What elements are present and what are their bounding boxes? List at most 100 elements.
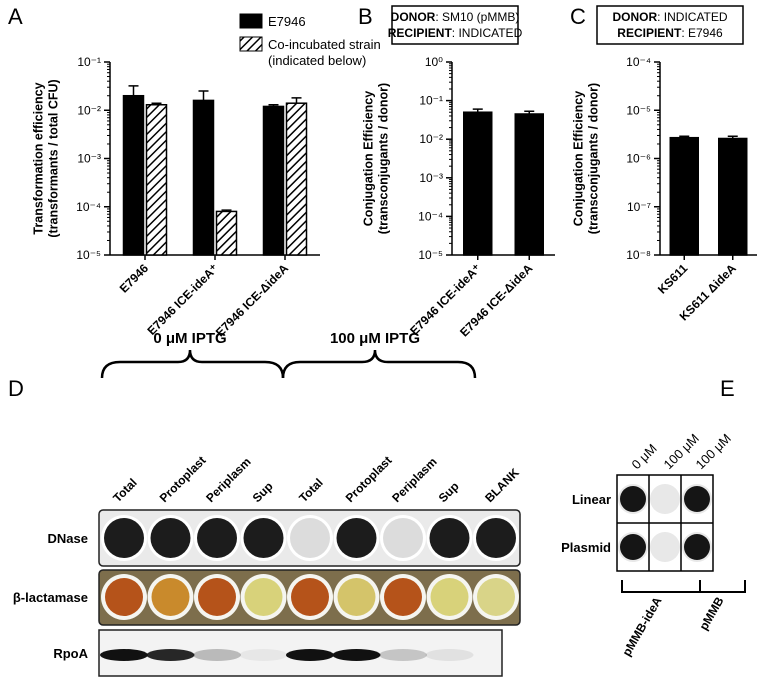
dot-rim [650, 484, 680, 514]
y-tick-label: 10⁻⁸ [626, 248, 651, 262]
annotation: RECIPIENT: INDICATED [388, 26, 523, 40]
dot [684, 534, 710, 560]
row-label: β-lactamase [13, 590, 88, 605]
bar [215, 210, 238, 256]
lane-label: Protoplast [157, 453, 209, 505]
y-tick-label: 10⁻⁵ [76, 248, 101, 262]
annotation-text: : INDICATED [452, 26, 523, 40]
lane-label: Periplasm [389, 455, 439, 505]
well [151, 578, 190, 616]
annotation-key: DONOR [612, 10, 657, 24]
annotation-text: : INDICATED [657, 10, 728, 24]
x-tick-label: KS611 [655, 261, 691, 297]
error-bar [524, 110, 535, 114]
band [379, 649, 427, 661]
well [337, 578, 376, 616]
row-label: DNase [48, 531, 88, 546]
well [477, 578, 515, 616]
lane-label: Total [110, 476, 140, 506]
x-tick-label: E7946 ICE-ideA⁺ [144, 261, 221, 338]
y-tick-label: 10⁻⁵ [418, 248, 443, 262]
well [290, 518, 330, 558]
lane-label: BLANK [482, 465, 522, 505]
lane-label: Sup [436, 479, 462, 505]
error-bar [268, 104, 279, 107]
annotation: RECIPIENT: E7946 [617, 26, 723, 40]
annotation-key: DONOR [391, 10, 436, 24]
well [150, 518, 191, 558]
legend-swatch [239, 13, 263, 29]
band [100, 649, 148, 661]
dot [620, 486, 646, 512]
panel-letter: B [358, 4, 373, 29]
legend-swatch [239, 36, 263, 52]
y-tick-label: 10⁻⁴ [418, 209, 443, 223]
x-tick-label: E7946 [117, 261, 152, 296]
well [104, 518, 144, 558]
error-bar [472, 108, 483, 113]
annotation-text: : E7946 [681, 26, 723, 40]
panel-letter: C [570, 4, 586, 29]
x-tick-label: E7946 ICE-ΔideA [213, 261, 291, 339]
y-axis-label: Conjugation Efficiency(transconjugants /… [572, 83, 601, 234]
lane-label: Protoplast [343, 453, 395, 505]
legend-label: E7946 [268, 14, 306, 29]
bar [285, 102, 308, 256]
error-bar [679, 135, 690, 138]
column-label: 0 μM [629, 441, 660, 472]
band [146, 649, 195, 661]
panel-letter: A [8, 4, 23, 29]
brace [100, 349, 285, 379]
band [425, 649, 474, 661]
well [197, 518, 237, 558]
annotation-box [391, 5, 519, 45]
annotation-key: RECIPIENT [388, 26, 453, 40]
bar [145, 104, 168, 256]
annotation: DONOR: INDICATED [612, 10, 727, 24]
lane-label: Periplasm [203, 455, 253, 505]
bar [669, 136, 699, 256]
error-bar [198, 90, 209, 101]
y-tick-label: 10⁰ [425, 55, 443, 69]
brace [281, 349, 477, 379]
y-tick-label: 10⁻¹ [77, 55, 101, 69]
y-tick-label: 10⁻⁴ [626, 55, 651, 69]
dot [620, 534, 646, 560]
y-tick-label: 10⁻⁷ [627, 200, 651, 214]
bar [192, 99, 215, 256]
well [291, 578, 329, 616]
row-label: RpoA [53, 646, 88, 661]
error-bar [221, 209, 232, 212]
annotation-text: : SM10 (pMMB) [435, 10, 519, 24]
row-label: Plasmid [561, 540, 611, 555]
bar [122, 94, 145, 256]
error-bar [727, 135, 738, 139]
group-label: pMMB-ideA [619, 594, 664, 658]
band [332, 649, 381, 661]
error-bar [291, 97, 302, 104]
lane-label: Total [296, 476, 326, 506]
well [336, 518, 377, 558]
legend-label: Co-incubated strain (indicated below) [268, 37, 381, 68]
y-tick-label: 10⁻⁴ [76, 200, 101, 214]
y-tick-label: 10⁻² [77, 103, 101, 117]
bar [514, 113, 544, 256]
y-tick-label: 10⁻³ [77, 152, 101, 166]
well [383, 518, 423, 558]
bar [718, 137, 748, 256]
well [476, 518, 516, 558]
error-bar [128, 85, 139, 96]
band [239, 649, 288, 661]
group-label: pMMB [696, 594, 726, 632]
panel-letter: D [8, 376, 24, 401]
bracket [621, 580, 746, 593]
y-tick-label: 10⁻¹ [419, 94, 443, 108]
well [243, 518, 284, 558]
error-bar [151, 102, 162, 105]
condition-label: 0 μM IPTG [153, 330, 226, 347]
band [193, 649, 241, 661]
y-tick-label: 10⁻² [419, 132, 443, 146]
panel-letter: E [720, 376, 735, 401]
well [429, 518, 470, 558]
